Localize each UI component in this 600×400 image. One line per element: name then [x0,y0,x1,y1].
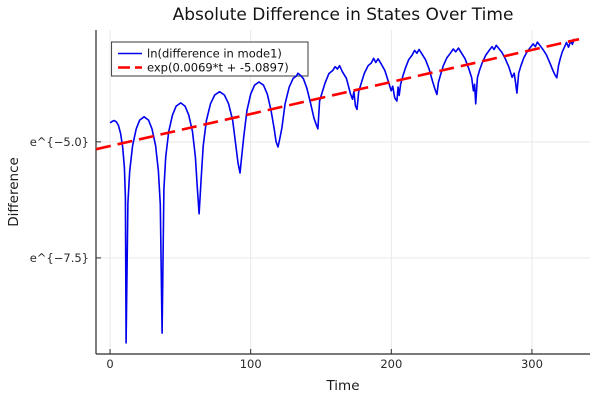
legend-entry-red-label: exp(0.0069*t + -5.0897) [147,61,289,75]
y-axis-label: Difference [6,157,22,227]
gridlines [96,30,590,354]
x-tick-label: 200 [380,357,402,371]
series-exp-fit-dashed-line [95,37,580,151]
legend: ln(difference in mode1) exp(0.0069*t + -… [110,41,309,77]
legend-box [110,41,309,77]
x-tick-label: 100 [240,357,262,371]
x-axis-label: Time [325,378,359,394]
legend-entry-blue-label: ln(difference in mode1) [147,47,282,61]
tick-marks [96,141,533,354]
y-tick-label: e^{−5.0} [30,135,89,149]
x-tick-labels: 0 100 200 300 [106,357,543,371]
y-tick-labels: e^{−5.0} e^{−7.5} [30,135,89,265]
chart-title: Absolute Difference in States Over Time [173,5,514,25]
x-tick-label: 300 [521,357,543,371]
y-tick-label: e^{−7.5} [30,251,89,265]
axes-spines [95,30,590,355]
x-tick-label: 0 [106,357,113,371]
series-ln-difference-line [109,38,575,344]
